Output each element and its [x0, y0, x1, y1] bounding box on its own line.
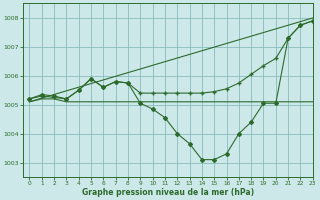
X-axis label: Graphe pression niveau de la mer (hPa): Graphe pression niveau de la mer (hPa) [82, 188, 254, 197]
